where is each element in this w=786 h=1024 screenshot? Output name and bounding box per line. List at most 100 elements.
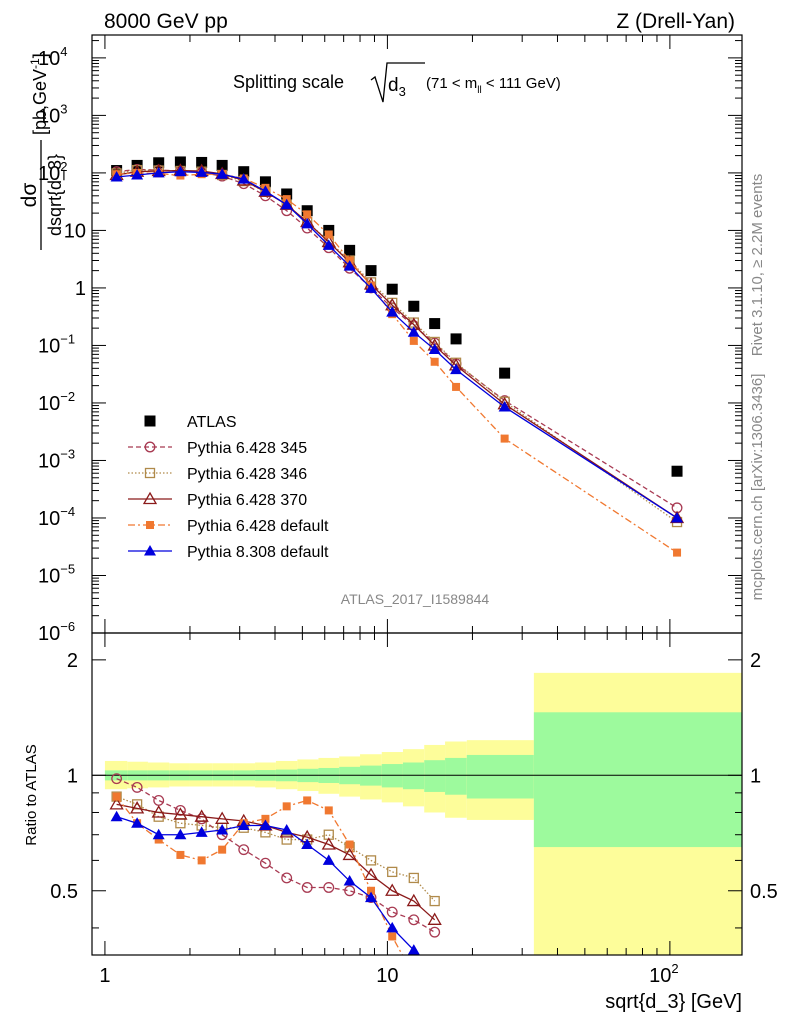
ratio-point: [154, 835, 163, 844]
y-tick-base: 10: [38, 393, 60, 415]
ratio-point: [110, 810, 123, 822]
y-tick-label: 10−4: [38, 504, 75, 530]
y-tick-exp: −5: [60, 561, 75, 576]
data-point: [671, 465, 683, 477]
axes: 1 10 10210410310210110−110−210−310−410−510…: [38, 34, 778, 987]
data-point: [152, 166, 165, 178]
data-point: [671, 511, 684, 523]
data-point: [174, 156, 186, 168]
legend-marker: [144, 545, 156, 556]
ratio-point: [195, 826, 208, 837]
band-inner: [466, 754, 534, 799]
band-inner: [402, 762, 425, 790]
x-tick-base: 10: [649, 965, 671, 987]
y-tick-base: 10: [38, 623, 60, 645]
ratio-point: [131, 781, 143, 793]
data-point: [500, 434, 509, 443]
sqrt-sign-icon: [370, 62, 425, 103]
ratio-point: [323, 882, 335, 893]
ratio-point: [410, 972, 418, 980]
data-point: [174, 165, 187, 177]
ylabel-denominator: dsqrt{d_3}: [45, 154, 66, 236]
y-tick-label: 10: [64, 220, 86, 242]
title-cut-end: < 111 GeV): [482, 75, 561, 92]
ratio-line: [116, 816, 419, 955]
ratio-point: [324, 806, 333, 815]
ratio-point: [112, 792, 121, 801]
ratio-bands: [92, 672, 742, 955]
ratio-point: [365, 855, 377, 866]
ratio-point: [427, 912, 442, 925]
y-tick-base: 10: [38, 163, 60, 185]
y-tick-label: 102: [38, 159, 67, 185]
data-point: [429, 318, 441, 330]
data-point: [237, 173, 250, 184]
ratio-point: [280, 824, 293, 835]
band-inner: [424, 760, 446, 792]
y-tick-label: 10−3: [38, 446, 75, 472]
ratio-point: [175, 818, 186, 829]
data-point: [498, 401, 511, 412]
ratio-point: [281, 834, 292, 845]
ratio-line: [116, 796, 404, 955]
data-point: [153, 157, 165, 169]
data-point: [110, 170, 123, 182]
ratio-tick-label-right: 0.5: [750, 881, 778, 903]
series-1: [111, 163, 683, 514]
ratio-point: [282, 802, 291, 811]
y-axis-label: dσ dsqrt{d_3} [pb,GeV-1]: [18, 53, 66, 250]
data-point: [280, 198, 293, 210]
mcplots-label: mcplots.cern.ch [arXiv:1306.3436]: [749, 374, 766, 601]
y-tick-base: 10: [38, 48, 60, 70]
ylabel-unit: [pb,GeV: [30, 69, 50, 135]
svg-text:d3: d3: [388, 75, 406, 99]
ratio-point: [431, 1002, 439, 1010]
legend-label: ATLAS: [187, 414, 237, 431]
ratio-point: [363, 867, 379, 881]
ratio-point: [111, 791, 122, 802]
svg-text:(71 < mll < 111 GeV): (71 < mll < 111 GeV): [426, 75, 561, 96]
y-tick-label: 104: [38, 44, 67, 70]
ratio-point: [345, 840, 354, 849]
data-point: [408, 300, 420, 312]
ratio-point: [344, 885, 356, 897]
header-right: Z (Drell-Yan): [616, 10, 735, 33]
data-point: [259, 185, 272, 196]
ratio-point: [131, 817, 144, 828]
ylabel-numerator: dσ: [18, 183, 41, 208]
y-tick-base: 10: [38, 565, 60, 587]
data-point: [343, 260, 356, 271]
ratio-point: [176, 850, 185, 859]
data-point: [407, 326, 420, 337]
y-tick-label: 10−6: [38, 619, 75, 645]
data-point: [301, 217, 314, 229]
legend-item: Pythia 6.428 346: [128, 466, 307, 483]
main-series: [109, 156, 685, 557]
data-point: [216, 168, 229, 179]
y-tick-exp: 3: [60, 101, 67, 116]
ratio-point: [111, 773, 123, 785]
legend-item: Pythia 6.428 default: [128, 518, 329, 535]
x-axis-label: sqrt{d_3} [GeV]: [605, 991, 742, 1013]
x-tick-label: 1: [99, 965, 110, 987]
ratio-point: [408, 914, 420, 926]
ratio-tick-label-left: 1: [67, 765, 78, 787]
main-title: Splitting scale d3 (71 < mll < 111 GeV): [233, 62, 561, 103]
data-point: [324, 230, 333, 239]
x-tick-label: 10: [376, 965, 398, 987]
legend-label: Pythia 8.308 default: [187, 544, 329, 561]
rivet-label: Rivet 3.1.10, ≥ 2.2M events: [749, 174, 766, 357]
ratio-series-0: [111, 773, 441, 938]
x-tick-label: 102: [649, 961, 678, 987]
title-cut-sub: ll: [477, 85, 481, 96]
ratio-point: [215, 811, 230, 824]
ratio-point: [216, 824, 229, 835]
ratio-tick-label-right: 1: [750, 765, 761, 787]
data-point: [195, 166, 208, 177]
ratio-frame: [91, 632, 743, 956]
analysis-watermark: ATLAS_2017_I1589844: [341, 591, 490, 607]
ratio-point: [365, 891, 378, 903]
data-point: [386, 306, 399, 317]
svg-text:Splitting scale: Splitting scale: [233, 72, 344, 92]
